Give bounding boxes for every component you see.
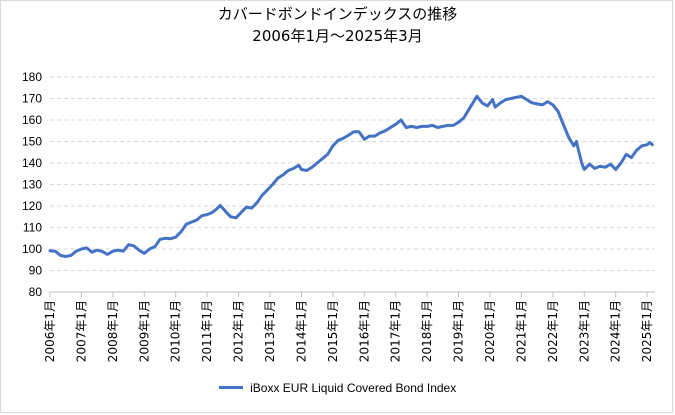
x-tick-label: 2013年1月 (263, 300, 277, 362)
x-tick-label: 2016年1月 (357, 300, 371, 362)
y-tick-label: 180 (22, 70, 42, 84)
x-tick-label: 2010年1月 (169, 300, 183, 362)
x-tick-label: 2011年1月 (200, 300, 214, 362)
x-tick-label: 2012年1月 (232, 300, 246, 362)
x-tick-label: 2007年1月 (74, 300, 88, 362)
y-tick-label: 80 (29, 285, 43, 299)
chart-subtitle: 2006年1月～2025年3月 (252, 27, 423, 45)
x-tick-label: 2014年1月 (294, 300, 308, 362)
x-tick-label: 2025年1月 (640, 300, 654, 362)
x-tick-label: 2015年1月 (326, 300, 340, 362)
x-tick-label: 2020年1月 (483, 300, 497, 362)
x-tick-label: 2023年1月 (577, 300, 591, 362)
series-line (48, 94, 654, 258)
legend-swatch (218, 386, 243, 390)
series-layer (48, 94, 654, 258)
y-tick-label: 90 (29, 264, 43, 278)
x-tick-label: 2019年1月 (452, 300, 466, 362)
x-tick-label: 2021年1月 (514, 300, 528, 362)
y-tick-label: 170 (22, 92, 42, 106)
x-tick-label: 2024年1月 (609, 300, 623, 362)
x-tick-label: 2022年1月 (546, 300, 560, 362)
gridlines (50, 76, 655, 271)
x-tick-label: 2006年1月 (43, 300, 57, 362)
y-tick-label: 120 (22, 199, 42, 213)
y-tick-label: 110 (23, 221, 42, 235)
y-axis: 80 90 100 110 120 130 140 150 160 170 180 (22, 70, 42, 299)
y-tick-label: 140 (22, 156, 42, 170)
x-tick-label: 2018年1月 (420, 300, 434, 362)
y-tick-label: 150 (22, 135, 42, 149)
x-tick-label: 2009年1月 (137, 300, 151, 362)
x-tick-label: 2008年1月 (106, 300, 120, 362)
chart-title: カバードボンドインデックスの推移 (217, 5, 458, 23)
x-axis: 2006年1月 2007年1月 2008年1月 2009年1月 2010年1月 2011年… (43, 291, 655, 362)
x-tick-label: 2017年1月 (389, 300, 403, 362)
y-tick-label: 160 (22, 113, 42, 127)
legend: iBoxx EUR Liquid Covered Bond Index (0, 380, 675, 395)
legend-label: iBoxx EUR Liquid Covered Bond Index (250, 380, 457, 395)
y-tick-label: 100 (22, 242, 42, 256)
y-tick-label: 130 (22, 178, 42, 192)
